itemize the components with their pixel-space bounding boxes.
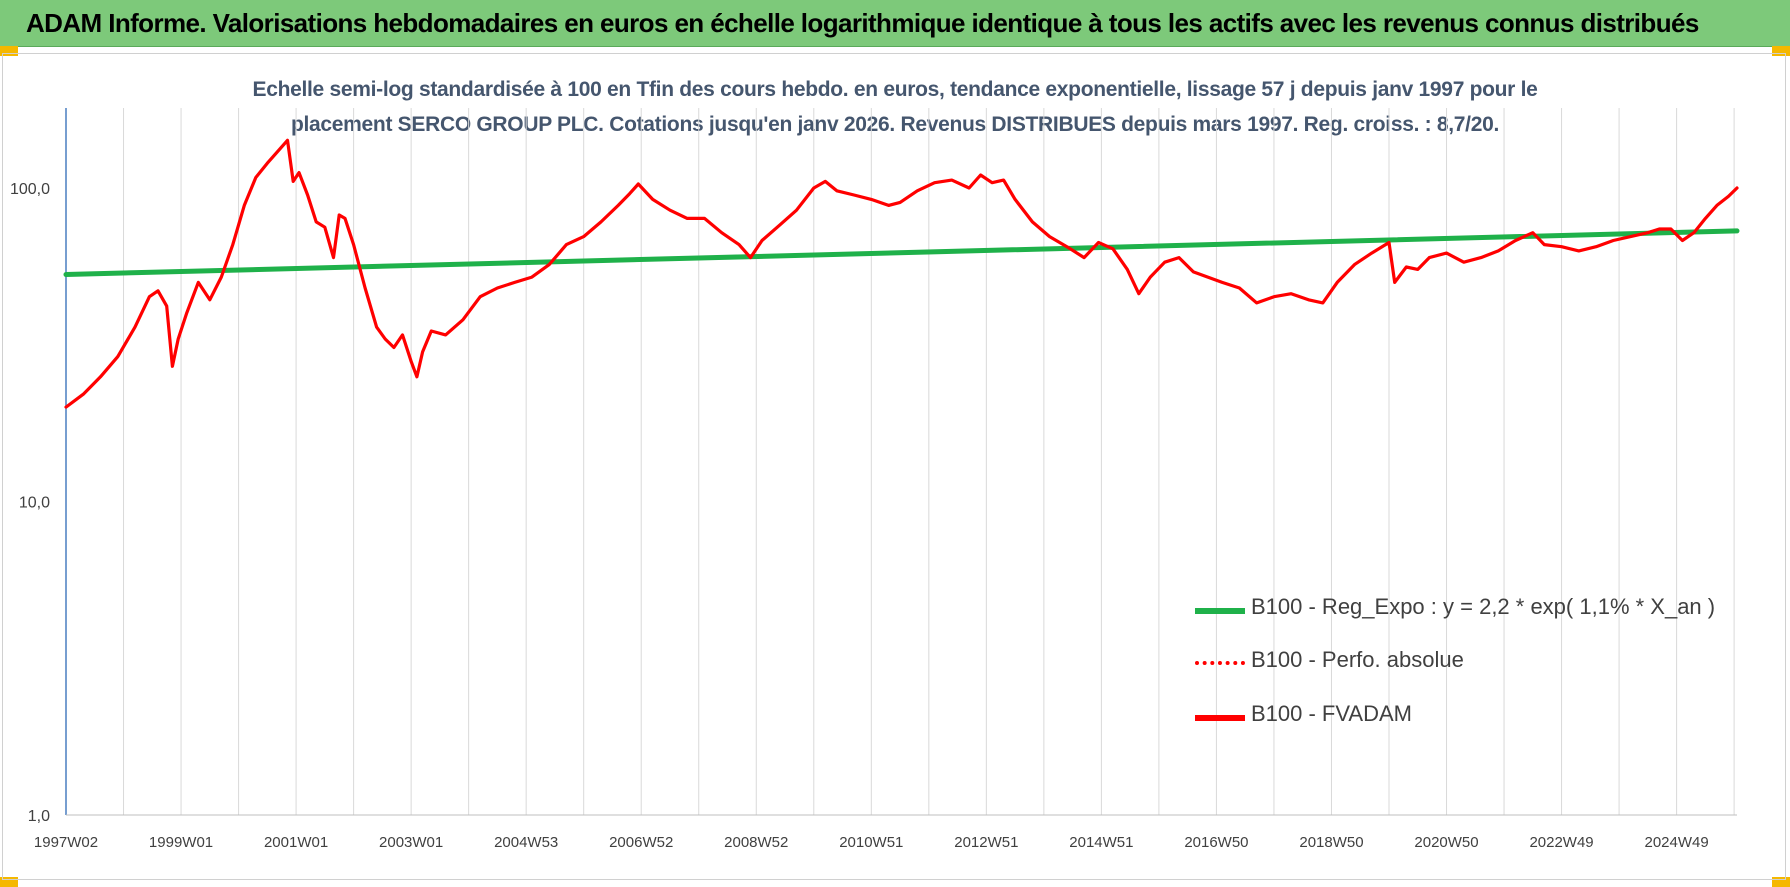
y-tick-label: 10,0: [19, 495, 50, 512]
chart-title-line-1: Echelle semi-log standardisée à 100 en T…: [252, 78, 1538, 101]
trend-line: [63, 228, 1740, 277]
series-lines: [63, 138, 1740, 409]
performance-line: [64, 138, 1739, 409]
x-tick-label: 2020W50: [1414, 834, 1478, 851]
x-tick-label: 2012W51: [954, 834, 1018, 851]
legend-swatch-perfo: [1195, 661, 1245, 665]
x-tick-label: 2016W50: [1184, 834, 1248, 851]
x-tick-label: 2003W01: [379, 834, 443, 851]
x-tick-label: 2022W49: [1529, 834, 1593, 851]
legend-swatch-fvadam: [1195, 715, 1245, 721]
legend-label-trend: B100 - Reg_Expo : y = 2,2 * exp( 1,1% * …: [1251, 594, 1716, 619]
legend-label-perfo: B100 - Perfo. absolue: [1251, 647, 1464, 672]
x-tick-label: 2014W51: [1069, 834, 1133, 851]
x-tick-label: 2001W01: [264, 834, 328, 851]
corner-accent-bottom-left: [0, 877, 18, 887]
legend-label-fvadam: B100 - FVADAM: [1251, 701, 1412, 726]
x-tick-label: 2008W52: [724, 834, 788, 851]
x-tick-label: 2010W51: [839, 834, 903, 851]
x-tick-label: 2006W52: [609, 834, 673, 851]
chart-frame: [2, 53, 1786, 880]
x-tick-label: 1999W01: [149, 834, 213, 851]
axes: 1997W02 1999W01 2001W01 2003W01 2004W53 2006W…: [10, 108, 1737, 851]
grid-lines: [123, 108, 1735, 815]
x-tick-label: 2024W49: [1644, 834, 1708, 851]
y-tick-label: 1,0: [28, 808, 50, 825]
report-title: ADAM Informe. Valorisations hebdomadaire…: [26, 8, 1699, 38]
report-banner: ADAM Informe. Valorisations hebdomadaire…: [0, 0, 1790, 47]
x-tick-label: 2018W50: [1299, 834, 1363, 851]
x-tick-label: 2004W53: [494, 834, 558, 851]
y-tick-label: 100,0: [10, 181, 50, 198]
corner-accent-top-right: [1772, 46, 1790, 56]
x-tick-label: 1997W02: [34, 834, 98, 851]
corner-accent-bottom-right: [1772, 877, 1790, 887]
legend-swatch-trend: [1195, 608, 1245, 614]
corner-accent-top-left: [0, 46, 18, 56]
chart-title-line-2: placement SERCO GROUP PLC. Cotations jus…: [290, 113, 1500, 136]
